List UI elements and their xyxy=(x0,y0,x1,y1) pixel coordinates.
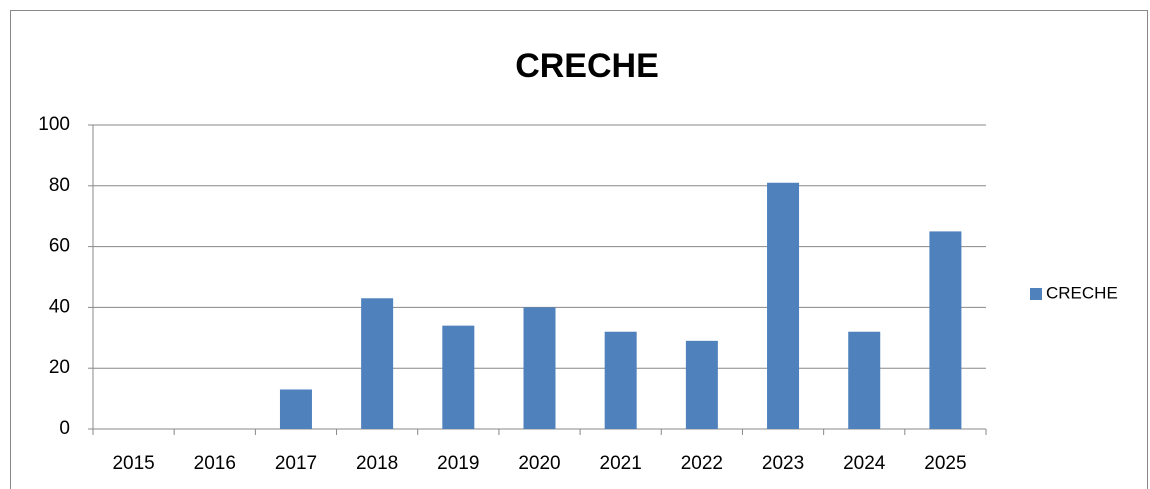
x-tick-label: 2015 xyxy=(112,453,154,474)
bar xyxy=(279,389,312,429)
bar xyxy=(442,325,475,429)
x-tick-label: 2022 xyxy=(681,453,723,474)
bar xyxy=(929,231,962,429)
chart-title: CRECHE xyxy=(515,47,659,85)
legend-swatch xyxy=(1030,288,1042,300)
x-tick-label: 2021 xyxy=(600,453,642,474)
x-tick-label: 2020 xyxy=(518,453,560,474)
y-tick-label: 20 xyxy=(49,357,70,378)
bar xyxy=(361,298,394,429)
x-tick-label: 2018 xyxy=(356,453,398,474)
legend-label: CRECHE xyxy=(1046,283,1118,302)
y-tick-label: 100 xyxy=(38,114,70,135)
bar xyxy=(767,182,800,429)
x-tick-label: 2024 xyxy=(843,453,886,474)
y-tick-label: 60 xyxy=(49,236,70,257)
x-tick-label: 2023 xyxy=(762,453,804,474)
bar xyxy=(685,340,718,429)
x-tick-label: 2017 xyxy=(275,453,317,474)
y-tick-label: 0 xyxy=(59,418,70,439)
bar xyxy=(604,331,637,429)
y-tick-label: 40 xyxy=(49,296,70,317)
bar xyxy=(848,331,881,429)
x-tick-label: 2016 xyxy=(194,453,236,474)
x-tick-label: 2019 xyxy=(437,453,479,474)
x-tick-label: 2025 xyxy=(924,453,966,474)
y-tick-label: 80 xyxy=(49,175,70,196)
bar xyxy=(523,307,556,429)
